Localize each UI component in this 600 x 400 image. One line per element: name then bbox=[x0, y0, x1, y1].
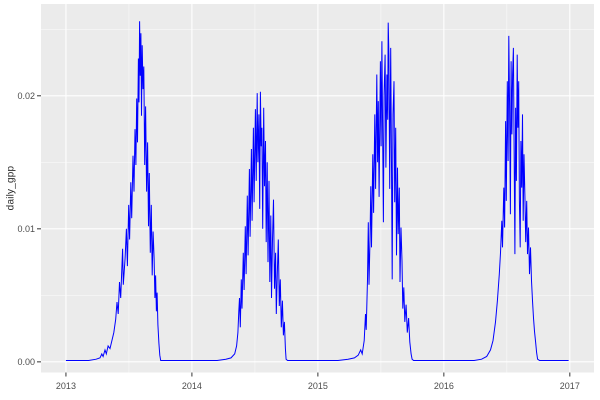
x-tick-label: 2014 bbox=[181, 381, 202, 391]
y-tick-label: 0.00 bbox=[17, 356, 35, 367]
y-tick-label: 0.01 bbox=[17, 223, 35, 234]
x-tick-label: 2015 bbox=[307, 381, 328, 391]
x-tick-label: 2013 bbox=[55, 381, 76, 391]
data-line bbox=[65, 21, 569, 361]
y-axis-title: daily_gpp bbox=[5, 165, 17, 211]
x-tick-label: 2016 bbox=[433, 381, 454, 391]
y-tick-label: 0.02 bbox=[17, 90, 35, 101]
x-tick-label: 2017 bbox=[559, 381, 580, 391]
